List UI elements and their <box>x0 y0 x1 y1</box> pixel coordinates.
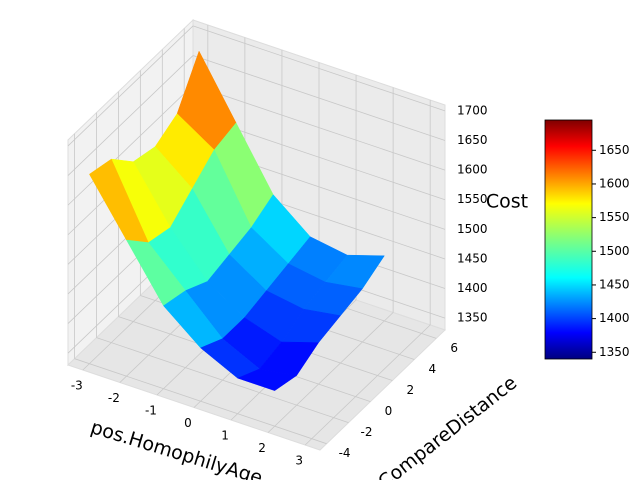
x-axis-label: pos.HomophilyAge <box>88 416 265 480</box>
grid-line <box>74 358 327 445</box>
x-tick-label: 2 <box>258 441 266 455</box>
colorbar <box>544 119 593 360</box>
colorbar-tick-label: 1600 <box>599 176 630 190</box>
x-tick-label: 3 <box>295 454 303 468</box>
grid-line <box>96 337 349 424</box>
z-tick-label: 1450 <box>457 251 488 265</box>
y-tick-label: 2 <box>407 383 415 397</box>
y-tick-label: 4 <box>428 362 436 376</box>
y-tick-label: 6 <box>450 341 458 355</box>
surface-patch <box>236 368 298 391</box>
z-tick-label: 1550 <box>457 192 488 206</box>
grid-line <box>192 55 446 141</box>
z-axis-label: Cost <box>486 191 528 213</box>
x-tick-label: -1 <box>145 404 157 418</box>
y-tick-label: -2 <box>361 425 373 439</box>
z-tick-label: 1700 <box>457 103 488 117</box>
y-tick-label: 0 <box>385 404 393 418</box>
grid-line <box>67 84 194 206</box>
colorbar-tick-label: 1400 <box>599 311 630 325</box>
x-tick-label: -3 <box>71 379 83 393</box>
z-tick-label: 1350 <box>457 311 488 325</box>
colorbar-tick-label: 1500 <box>599 244 630 258</box>
colorbar-tick-label: 1650 <box>599 143 630 157</box>
grid-line <box>67 55 194 176</box>
z-tick-label: 1600 <box>457 163 488 177</box>
colorbar-tick-label: 1550 <box>599 210 630 224</box>
y-tick-label: -4 <box>339 446 351 460</box>
x-tick-label: -2 <box>108 391 120 405</box>
z-tick-label: 1500 <box>457 222 488 236</box>
grid-line <box>192 84 446 171</box>
grid-line <box>67 25 194 147</box>
z-tick-label: 1650 <box>457 133 488 147</box>
grid-line <box>304 324 431 446</box>
grid-line <box>192 25 446 112</box>
colorbar-tick-label: 1350 <box>599 345 630 359</box>
grid-line <box>267 312 394 433</box>
x-tick-label: 0 <box>184 416 192 430</box>
z-tick-label: 1400 <box>457 281 488 295</box>
x-tick-label: 1 <box>221 429 229 443</box>
colorbar-tick-label: 1450 <box>599 277 630 291</box>
